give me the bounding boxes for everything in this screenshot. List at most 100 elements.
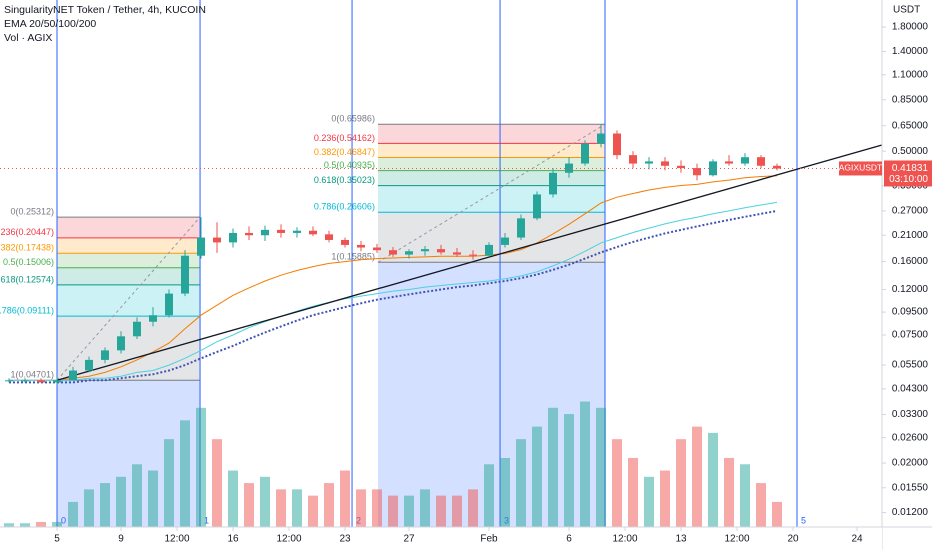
candle-body <box>677 165 685 169</box>
indicator-label: EMA 20/50/100/200 <box>4 18 96 30</box>
candle-body <box>629 155 637 164</box>
volume-bar <box>452 495 462 527</box>
y-tick-label: 0.12000 <box>892 284 929 295</box>
symbol-tag <box>839 161 882 176</box>
plot-area: 0(0.25312) .236(0.20447) .382(0.17438) 0.5(… <box>0 0 883 527</box>
candle-body <box>245 232 253 236</box>
candle-body <box>613 133 621 156</box>
candle-body <box>501 237 509 245</box>
y-tick-label: 0.04300 <box>892 384 929 395</box>
fib-band <box>377 143 605 158</box>
fib-label: 1(0.15885) <box>331 252 375 262</box>
volume-bar <box>308 495 318 527</box>
volume-bar <box>244 483 254 527</box>
price-axis <box>882 0 932 550</box>
volume-bar <box>500 457 510 527</box>
candle-body <box>693 168 701 176</box>
ema-line <box>9 209 778 384</box>
x-tick-label: 13 <box>675 534 687 545</box>
candle-body <box>117 336 125 351</box>
volume-bar <box>580 401 590 527</box>
symbol-tag-label: AGIXUSDT <box>839 163 882 173</box>
x-tick-label: Feb <box>480 534 498 545</box>
x-tick-label: 27 <box>403 534 415 545</box>
volume-bar <box>228 470 238 527</box>
candle-body <box>533 194 541 219</box>
candle-body <box>133 321 141 337</box>
candle-body <box>581 143 589 164</box>
trend-line <box>56 144 883 381</box>
x-tick-label: 12:00 <box>724 534 749 545</box>
volume-bar <box>660 470 670 527</box>
candle-body <box>421 249 429 252</box>
volume-bar <box>564 414 574 527</box>
candle-body <box>261 229 269 236</box>
candle-body <box>213 237 221 243</box>
fib-band <box>377 124 605 144</box>
candle-body <box>341 239 349 245</box>
vertical-line-label: 0 <box>61 515 66 525</box>
volume-bar <box>692 426 702 527</box>
volume-bar <box>468 489 478 527</box>
fib-trend <box>377 123 606 263</box>
fib-label: 0(0.25312) <box>10 207 54 217</box>
fib-band <box>57 267 201 285</box>
volume-bar <box>740 464 750 527</box>
candle-body <box>277 229 285 233</box>
candle-body <box>181 255 189 294</box>
volume-bar <box>260 476 270 527</box>
x-tick-label: 12:00 <box>276 534 301 545</box>
volume-bar <box>724 457 734 527</box>
candle-body <box>549 172 557 195</box>
volume-bar <box>676 439 686 527</box>
volume-bar <box>276 489 286 527</box>
fib-label: 0.5(0.15006) <box>3 257 54 267</box>
x-tick-label: 9 <box>118 534 124 545</box>
x-tick-label: 23 <box>339 534 351 545</box>
fib-label: 0(0.65986) <box>331 114 375 124</box>
y-tick-label: 0.27000 <box>892 206 929 217</box>
y-tick-label: 0.65000 <box>892 120 929 131</box>
y-tick-label: 0.16000 <box>892 256 929 267</box>
fib-label: 0.5(0.40935) <box>324 160 375 170</box>
candle-body <box>85 359 93 371</box>
y-tick-label: 0.50000 <box>892 146 929 157</box>
x-tick-label: 12:00 <box>164 534 189 545</box>
y-tick-label: 0.01550 <box>892 482 929 493</box>
candle-body <box>5 380 13 382</box>
candle-body <box>357 244 365 248</box>
volume-bar <box>516 439 526 527</box>
volume-bar <box>356 489 366 527</box>
countdown-label: 03:10:00 <box>889 174 928 185</box>
candle-body <box>389 250 397 255</box>
volume-bar <box>708 432 718 527</box>
volume-bar <box>148 470 158 527</box>
volume-bar <box>484 464 494 527</box>
fib-band <box>377 157 605 171</box>
y-tick-label: 0.05500 <box>892 360 929 371</box>
volume-bar <box>756 483 766 527</box>
y-tick-label: 0.85000 <box>892 94 929 105</box>
chart-title: SingularityNET Token / Tether, 4h, KUCOI… <box>4 4 206 16</box>
vertical-line-label: 1 <box>204 515 209 525</box>
candle-body <box>485 244 493 256</box>
candle-body <box>165 293 173 316</box>
candle-body <box>773 165 781 169</box>
volume-bar <box>532 426 542 527</box>
candle-body <box>325 234 333 240</box>
y-tick-label: 0.02600 <box>892 432 929 443</box>
volume-bar <box>340 470 350 527</box>
volume-bar <box>164 439 174 527</box>
x-tick-label: 20 <box>787 534 799 545</box>
fib-band <box>57 217 201 238</box>
candle-body <box>661 161 669 166</box>
volume-bar <box>212 439 222 527</box>
volume-bar <box>420 489 430 527</box>
fib-label: 0.236(0.54162) <box>314 133 375 143</box>
candle-body <box>21 380 29 382</box>
volume-bar <box>196 407 206 527</box>
candle-body <box>405 251 413 255</box>
y-tick-label: 1.80000 <box>892 22 929 33</box>
x-tick-label: 24 <box>851 534 863 545</box>
